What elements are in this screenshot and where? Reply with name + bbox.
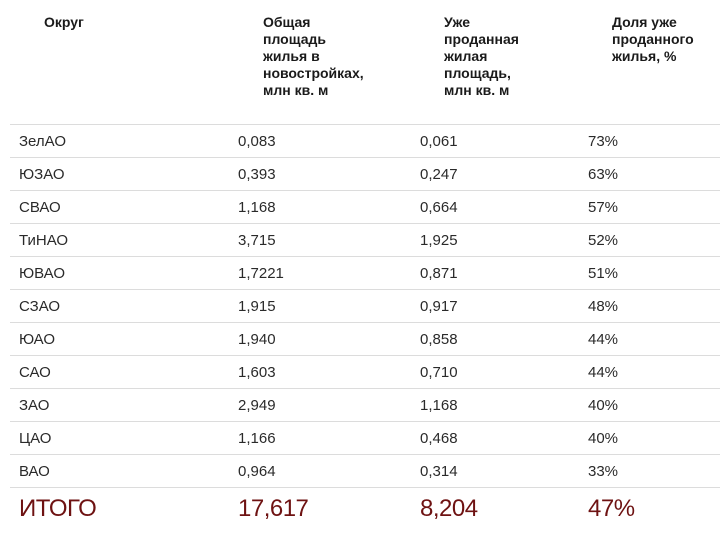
sold-area-cell: 0,917 bbox=[420, 298, 458, 315]
column-header-sold-area: Уже проданная жилая площадь, млн кв. м bbox=[444, 14, 519, 98]
sold-area-cell: 1,925 bbox=[420, 232, 458, 249]
column-header-sold-share: Доля уже проданного жилья, % bbox=[612, 14, 694, 64]
table-row: САО 1,603 0,710 44% bbox=[10, 355, 720, 388]
district-cell: ЮЗАО bbox=[19, 166, 65, 183]
total-total-area-cell: 17,617 bbox=[238, 495, 309, 522]
sold-share-cell: 40% bbox=[588, 430, 619, 447]
table-row: ЮВАО 1,7221 0,871 51% bbox=[10, 256, 720, 289]
sold-area-cell: 0,664 bbox=[420, 199, 458, 216]
table-row: ЮЗАО 0,393 0,247 63% bbox=[10, 157, 720, 190]
district-cell: ЮАО bbox=[19, 331, 55, 348]
sold-share-cell: 44% bbox=[588, 331, 619, 348]
sold-area-cell: 0,858 bbox=[420, 331, 458, 348]
table-row: ЦАО 1,166 0,468 40% bbox=[10, 421, 720, 454]
total-sold-area-cell: 8,204 bbox=[420, 495, 478, 522]
total-area-cell: 1,166 bbox=[238, 430, 276, 447]
total-sold-share-cell: 47% bbox=[588, 495, 635, 522]
district-cell: САО bbox=[19, 364, 51, 381]
sold-share-cell: 73% bbox=[588, 133, 619, 150]
table-row: ТиНАО 3,715 1,925 52% bbox=[10, 223, 720, 256]
total-area-cell: 0,964 bbox=[238, 463, 276, 480]
sold-area-cell: 0,710 bbox=[420, 364, 458, 381]
district-cell: СВАО bbox=[19, 199, 61, 216]
sold-area-cell: 0,061 bbox=[420, 133, 458, 150]
table-row: ВАО 0,964 0,314 33% bbox=[10, 454, 720, 487]
sold-share-cell: 51% bbox=[588, 265, 619, 282]
district-cell: ЮВАО bbox=[19, 265, 66, 282]
sold-share-cell: 33% bbox=[588, 463, 619, 480]
table-row: ЗАО 2,949 1,168 40% bbox=[10, 388, 720, 421]
total-area-cell: 1,915 bbox=[238, 298, 276, 315]
sold-area-cell: 1,168 bbox=[420, 397, 458, 414]
total-district-cell: ИТОГО bbox=[19, 495, 97, 522]
sold-area-cell: 0,247 bbox=[420, 166, 458, 183]
sold-share-cell: 63% bbox=[588, 166, 619, 183]
table-row: ЮАО 1,940 0,858 44% bbox=[10, 322, 720, 355]
sold-area-cell: 0,314 bbox=[420, 463, 458, 480]
column-header-district: Округ bbox=[44, 14, 84, 30]
table-row: СЗАО 1,915 0,917 48% bbox=[10, 289, 720, 322]
data-table: ЗелАО 0,083 0,061 73% ЮЗАО 0,393 0,247 63% СВАО 1… bbox=[10, 124, 720, 534]
sold-share-cell: 57% bbox=[588, 199, 619, 216]
sold-share-cell: 52% bbox=[588, 232, 619, 249]
district-cell: ЦАО bbox=[19, 430, 52, 447]
district-cell: ЗАО bbox=[19, 397, 50, 414]
total-area-cell: 1,940 bbox=[238, 331, 276, 348]
district-cell: ВАО bbox=[19, 463, 50, 480]
column-header-total-area: Общая площадь жилья в новостройках, млн … bbox=[263, 14, 364, 98]
table-row: СВАО 1,168 0,664 57% bbox=[10, 190, 720, 223]
total-area-cell: 1,603 bbox=[238, 364, 276, 381]
total-area-cell: 0,393 bbox=[238, 166, 276, 183]
district-cell: СЗАО bbox=[19, 298, 61, 315]
sold-area-cell: 0,871 bbox=[420, 265, 458, 282]
total-row: ИТОГО 17,617 8,204 47% bbox=[10, 487, 720, 534]
total-area-cell: 2,949 bbox=[238, 397, 276, 414]
district-cell: ЗелАО bbox=[19, 133, 66, 150]
sold-area-cell: 0,468 bbox=[420, 430, 458, 447]
table-row: ЗелАО 0,083 0,061 73% bbox=[10, 124, 720, 157]
district-cell: ТиНАО bbox=[19, 232, 69, 249]
total-area-cell: 0,083 bbox=[238, 133, 276, 150]
total-area-cell: 1,168 bbox=[238, 199, 276, 216]
sold-share-cell: 40% bbox=[588, 397, 619, 414]
total-area-cell: 1,7221 bbox=[238, 265, 284, 282]
sold-share-cell: 48% bbox=[588, 298, 619, 315]
sold-share-cell: 44% bbox=[588, 364, 619, 381]
total-area-cell: 3,715 bbox=[238, 232, 276, 249]
